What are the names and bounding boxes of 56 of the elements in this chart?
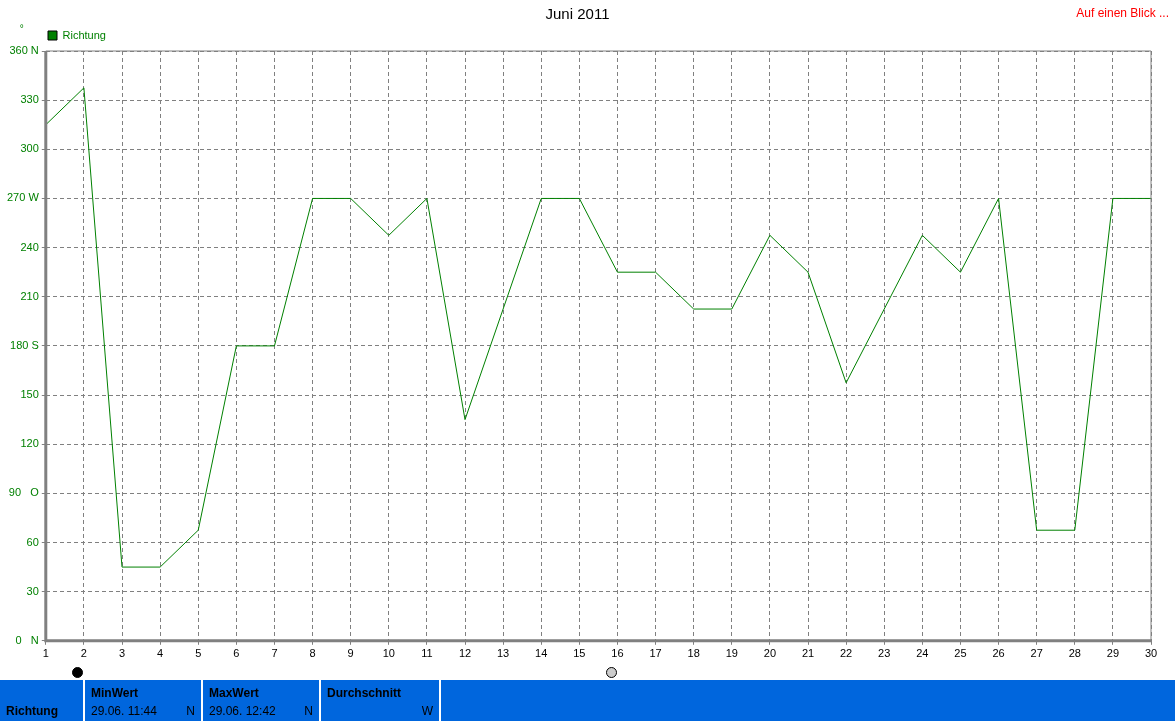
x-tick-label: 17	[649, 647, 662, 660]
x-tick-label: 10	[382, 647, 395, 660]
x-tick-label: 6	[233, 647, 240, 660]
chart-title: Juni 2011	[545, 5, 610, 23]
y-tick-label: 330	[20, 93, 39, 106]
x-tick-label: 3	[118, 647, 126, 660]
text: MinWert	[91, 686, 139, 700]
x-tick-label: 14	[535, 647, 548, 660]
x-tick-label: 11	[421, 647, 433, 660]
text: W	[421, 704, 433, 718]
x-tick-label: 7	[271, 647, 278, 660]
text: Durchschnitt	[327, 686, 402, 700]
text: 29.06. 12:42	[209, 704, 276, 718]
x-tick-label: 9	[347, 647, 354, 660]
x-tick-label: 8	[309, 647, 316, 660]
y-axis-title: °	[19, 22, 24, 34]
y-tick-label: 0 N	[15, 633, 39, 646]
x-tick-label: 13	[496, 647, 510, 660]
text: N	[186, 704, 195, 718]
x-tick-label: 26	[992, 647, 1005, 660]
x-tick-label: 19	[725, 647, 738, 660]
y-tick-label: 240	[20, 240, 39, 253]
x-tick-label: 25	[954, 647, 967, 660]
x-tick-label: 28	[1068, 647, 1081, 660]
y-tick-label: 180 S	[10, 338, 39, 351]
text: 29.06. 11:44	[91, 704, 157, 718]
x-tick-label: 16	[611, 647, 624, 660]
legend-label: Richtung	[62, 28, 106, 41]
y-tick-label: 120	[20, 437, 39, 450]
x-tick-label: 23	[878, 647, 891, 660]
x-tick-label: 5	[195, 647, 202, 660]
x-tick-label: 21	[801, 647, 815, 660]
x-tick-label: 1	[42, 647, 49, 660]
x-tick-label: 12	[458, 647, 472, 660]
x-tick-label: 22	[839, 647, 853, 660]
text: Richtung	[6, 704, 58, 718]
x-tick-label: 29	[1106, 647, 1120, 660]
y-tick-label: 210	[20, 289, 39, 302]
y-tick-label: 300	[20, 142, 39, 155]
x-tick-label: 4	[157, 647, 164, 660]
y-tick-label: 30	[26, 584, 39, 597]
text: MaxWert	[209, 686, 259, 700]
text: N	[304, 704, 313, 718]
text: Auf einen Blick ...	[1076, 6, 1169, 20]
y-tick-label: 270 W	[6, 191, 40, 204]
y-tick-label: 360 N	[9, 44, 39, 57]
x-tick-label: 18	[687, 647, 700, 660]
y-tick-label: 90 O	[8, 486, 40, 499]
y-tick-label: 150	[20, 388, 39, 401]
x-tick-label: 15	[573, 647, 586, 660]
x-tick-label: 24	[916, 647, 929, 660]
x-tick-label: 20	[763, 647, 777, 660]
x-tick-label: 30	[1144, 647, 1158, 660]
x-tick-label: 27	[1030, 647, 1043, 660]
y-tick-label: 60	[26, 535, 39, 548]
x-tick-label: 2	[80, 647, 87, 660]
